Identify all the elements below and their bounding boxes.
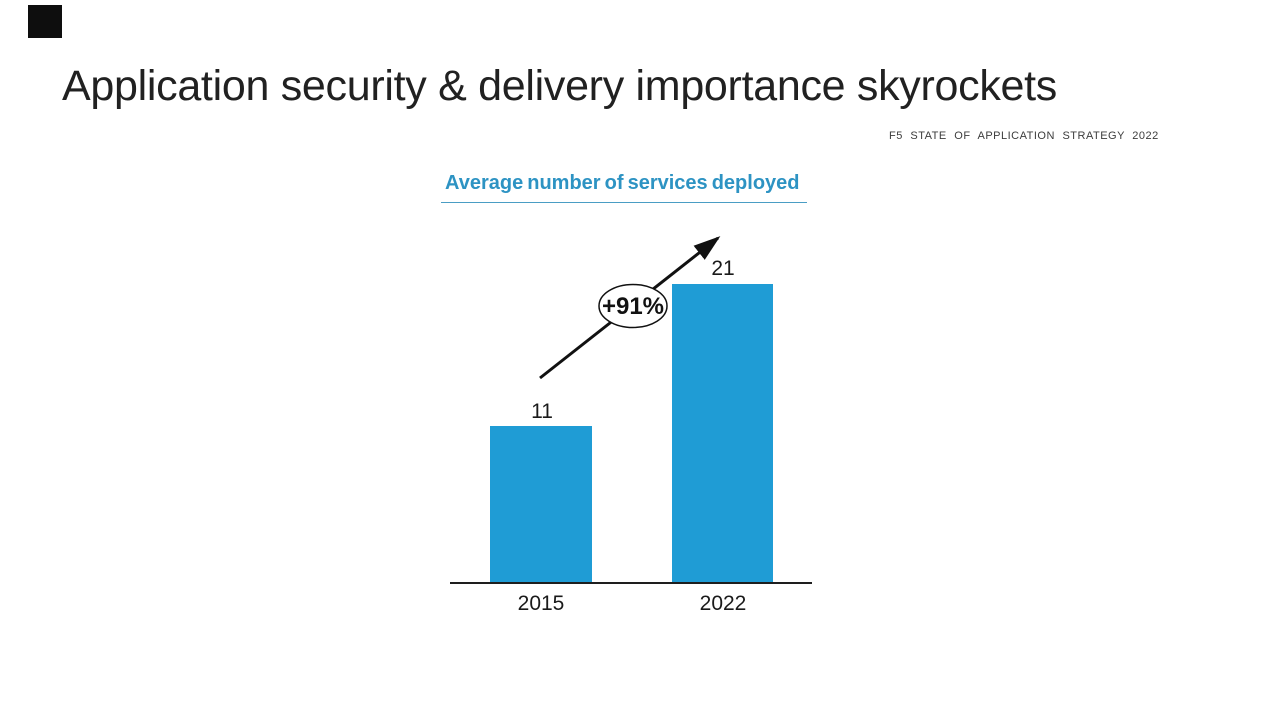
- value-label-2022: 21: [711, 257, 735, 280]
- corner-decoration-block: [28, 5, 62, 38]
- value-label-2015: 11: [531, 400, 553, 423]
- percentage-badge-label: +91%: [602, 293, 664, 320]
- source-attribution: F5 STATE OF APPLICATION STRATEGY 2022: [889, 130, 1159, 142]
- category-label-2015: 2015: [517, 592, 565, 615]
- growth-arrow-overlay: +91%: [539, 236, 721, 380]
- slide-title: Application security & delivery importan…: [62, 62, 1057, 110]
- x-axis-line: [450, 582, 812, 584]
- percentage-badge-ellipse: [598, 283, 668, 329]
- chart-title: Average number of services deployed: [445, 172, 800, 194]
- chart-title-underline: [441, 202, 807, 203]
- bar-2015: [490, 426, 592, 583]
- bar-2022: [672, 284, 773, 583]
- category-label-2022: 2022: [699, 592, 747, 615]
